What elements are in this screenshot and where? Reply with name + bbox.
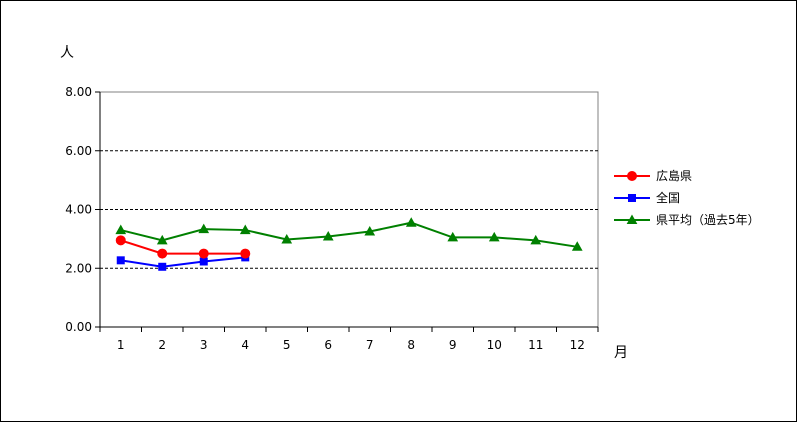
- data-point-series-2: [116, 256, 125, 265]
- plot-border: [99, 91, 599, 328]
- data-point-series-2: [199, 257, 208, 266]
- y-tick-label: 2.00: [65, 261, 92, 275]
- data-point-series-3: [488, 231, 500, 242]
- x-tick-label: 12: [570, 338, 585, 352]
- x-tick-label: 3: [200, 338, 208, 352]
- x-tick-label: 6: [324, 338, 332, 352]
- data-point-series-1: [157, 248, 168, 259]
- x-tick-label: 11: [528, 338, 543, 352]
- data-point-series-3: [239, 224, 251, 235]
- data-point-series-3: [115, 224, 127, 235]
- data-point-series-1: [115, 235, 126, 246]
- x-tick-label: 2: [158, 338, 166, 352]
- y-tick-label: 8.00: [65, 85, 92, 99]
- x-tick-label: 10: [487, 338, 502, 352]
- legend-swatch-marker: [626, 214, 638, 224]
- data-point-series-3: [571, 241, 583, 251]
- data-point-series-2: [158, 262, 167, 271]
- series-line-1: [120, 239, 246, 255]
- legend-label: 全国: [656, 190, 680, 205]
- data-point-series-3: [364, 226, 376, 236]
- x-tick-label: 4: [241, 338, 249, 352]
- legend-swatch-marker: [628, 194, 636, 202]
- series-line-2: [120, 256, 246, 268]
- x-tick-label: 8: [407, 338, 415, 352]
- y-tick-label: 6.00: [65, 144, 92, 158]
- data-point-series-3: [322, 231, 334, 241]
- data-point-series-1: [240, 248, 251, 259]
- data-point-series-3: [281, 233, 293, 244]
- legend-swatch-marker: [627, 171, 637, 181]
- legend-label: 広島県: [656, 168, 692, 183]
- data-point-series-3: [198, 223, 210, 234]
- legend-label: 県平均（過去5年）: [656, 213, 760, 227]
- x-axis-label: 月: [614, 345, 628, 361]
- x-tick-label: 7: [366, 338, 374, 352]
- y-tick-label: 4.00: [65, 203, 92, 217]
- y-tick-label: 0.00: [65, 320, 92, 334]
- x-tick-label: 9: [449, 338, 457, 352]
- x-tick-label: 5: [283, 338, 291, 352]
- series-line-3: [120, 221, 578, 248]
- data-point-series-3: [447, 231, 459, 242]
- data-point-series-3: [530, 234, 542, 245]
- data-point-series-3: [405, 217, 417, 227]
- y-axis-label: 人: [60, 45, 74, 61]
- x-tick-label: 1: [117, 338, 125, 352]
- data-point-series-1: [198, 248, 209, 259]
- data-point-series-3: [156, 234, 168, 245]
- plot-area: 0.002.004.006.008.001 2 3 4 5 6 7 8 9 10 11 12: [65, 85, 599, 352]
